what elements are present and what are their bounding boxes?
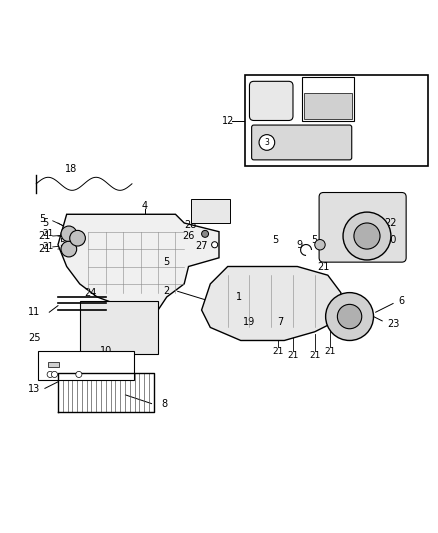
Text: 21: 21 xyxy=(287,351,299,360)
Bar xyxy=(304,93,352,119)
Text: 18: 18 xyxy=(65,164,77,174)
Text: 10: 10 xyxy=(100,346,112,357)
Circle shape xyxy=(337,304,362,329)
Text: 25: 25 xyxy=(28,333,40,343)
Text: 21: 21 xyxy=(39,231,51,241)
Text: 7: 7 xyxy=(277,317,283,327)
Text: 12: 12 xyxy=(222,116,234,126)
Text: 5: 5 xyxy=(272,236,279,245)
Circle shape xyxy=(325,293,374,341)
Circle shape xyxy=(201,230,208,237)
Text: 8: 8 xyxy=(162,399,168,409)
Text: 16: 16 xyxy=(39,360,49,369)
Text: 14: 14 xyxy=(81,369,91,377)
Text: 26: 26 xyxy=(182,231,195,241)
Circle shape xyxy=(212,241,218,248)
Text: 13: 13 xyxy=(28,384,40,394)
Circle shape xyxy=(354,223,380,249)
Text: 2: 2 xyxy=(164,286,170,296)
Text: 21: 21 xyxy=(43,243,54,252)
Text: 21: 21 xyxy=(39,244,51,254)
Circle shape xyxy=(61,241,77,257)
Circle shape xyxy=(76,372,82,377)
Text: 21: 21 xyxy=(324,347,336,356)
Text: 22: 22 xyxy=(385,218,397,228)
Text: 17: 17 xyxy=(81,360,91,369)
Polygon shape xyxy=(201,266,341,341)
Text: 9: 9 xyxy=(297,240,303,250)
Text: 21: 21 xyxy=(309,351,321,360)
Text: 5: 5 xyxy=(42,218,48,228)
Text: 24: 24 xyxy=(85,288,97,297)
Circle shape xyxy=(61,226,77,241)
FancyBboxPatch shape xyxy=(252,125,352,160)
Bar xyxy=(191,199,230,223)
Text: 4: 4 xyxy=(142,200,148,211)
Text: 21: 21 xyxy=(317,262,330,271)
Circle shape xyxy=(315,239,325,250)
Bar xyxy=(302,77,354,120)
Text: 27: 27 xyxy=(195,240,208,251)
Text: 5: 5 xyxy=(164,257,170,267)
Text: 5: 5 xyxy=(39,214,46,224)
Polygon shape xyxy=(58,214,219,310)
Circle shape xyxy=(47,372,53,377)
Circle shape xyxy=(70,230,85,246)
Text: 11: 11 xyxy=(28,307,40,317)
Text: 21: 21 xyxy=(43,229,54,238)
FancyBboxPatch shape xyxy=(319,192,406,262)
Bar xyxy=(80,301,158,353)
Text: 20: 20 xyxy=(385,236,397,245)
Text: 19: 19 xyxy=(244,317,256,327)
Text: 6: 6 xyxy=(399,296,405,306)
Text: 3: 3 xyxy=(265,138,269,147)
Circle shape xyxy=(343,212,391,260)
Text: 28: 28 xyxy=(184,220,197,230)
Text: 23: 23 xyxy=(387,319,399,329)
Text: 5: 5 xyxy=(311,236,318,245)
Bar xyxy=(39,351,134,379)
Text: 5: 5 xyxy=(59,238,65,247)
Text: 15: 15 xyxy=(39,369,49,377)
Circle shape xyxy=(259,135,275,150)
Bar xyxy=(48,362,59,367)
Circle shape xyxy=(51,372,57,377)
Text: 21: 21 xyxy=(272,347,283,356)
FancyBboxPatch shape xyxy=(250,82,293,120)
Bar xyxy=(245,75,428,166)
Text: 1: 1 xyxy=(236,292,242,302)
